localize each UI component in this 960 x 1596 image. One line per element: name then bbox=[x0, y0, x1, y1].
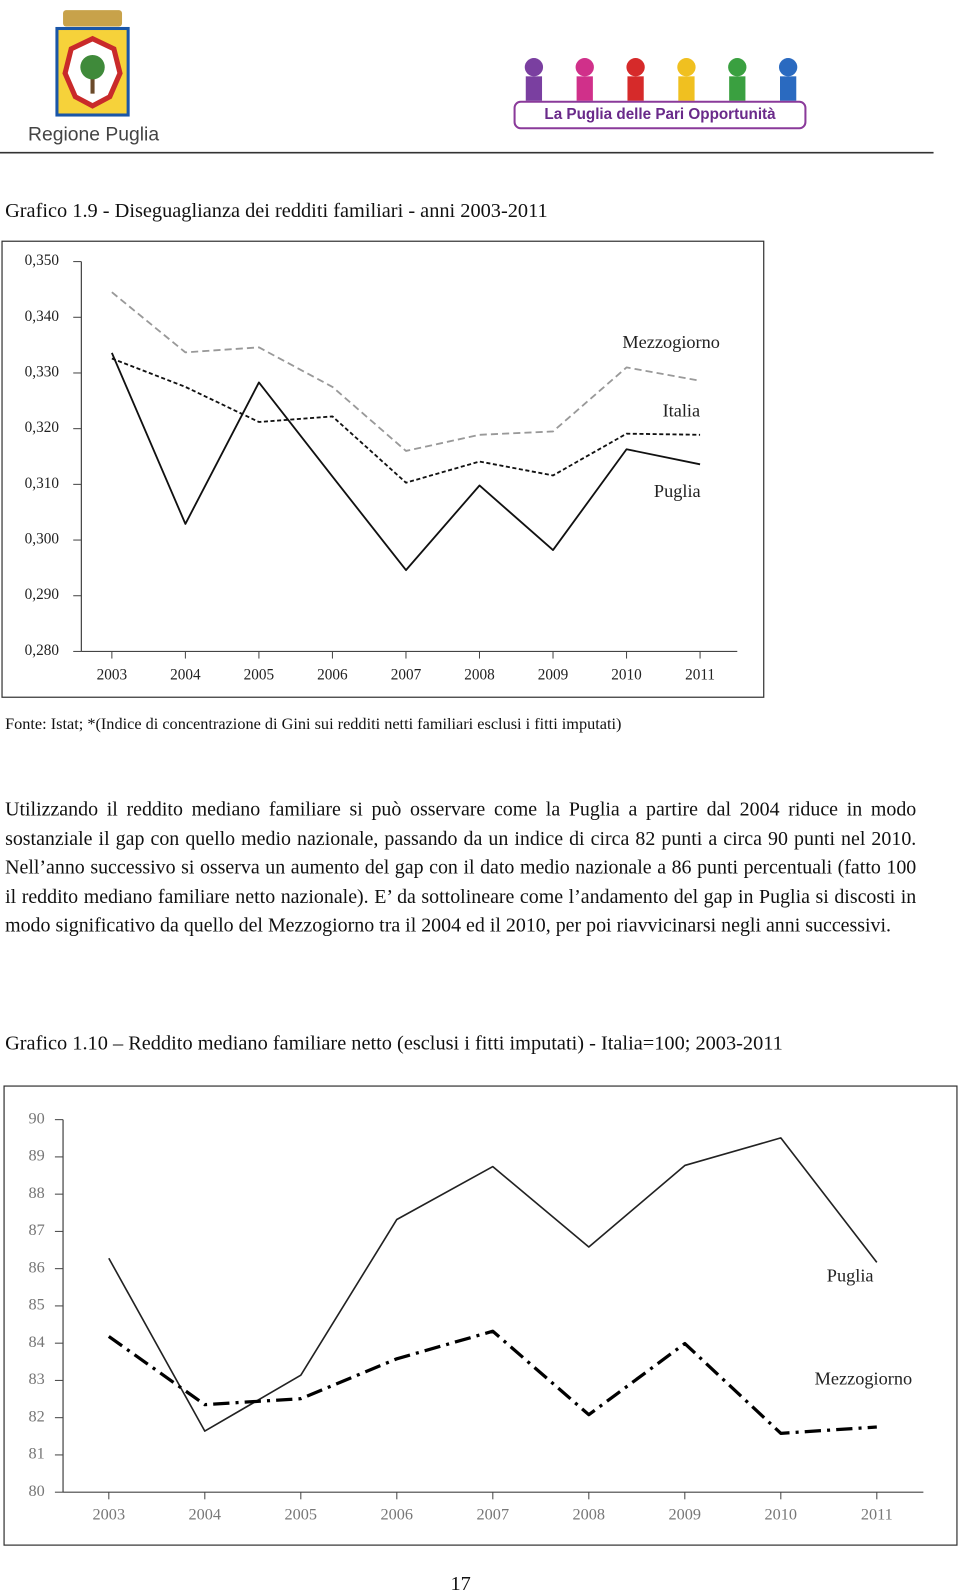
chart-frame bbox=[1, 240, 765, 698]
x-tick-label: 2006 bbox=[317, 666, 348, 683]
y-tick-label: 88 bbox=[28, 1184, 44, 1202]
x-tick-label: 2006 bbox=[381, 1505, 414, 1523]
x-tick-label: 2010 bbox=[611, 666, 642, 683]
x-tick-label: 2010 bbox=[765, 1505, 798, 1523]
y-tick-label: 80 bbox=[28, 1482, 44, 1500]
y-tick-label: 83 bbox=[28, 1370, 44, 1388]
logo-right: La Puglia delle Pari Opportunità bbox=[513, 58, 807, 130]
y-tick-label: 86 bbox=[28, 1258, 44, 1276]
x-tick-label: 2009 bbox=[669, 1505, 702, 1523]
x-tick-label: 2011 bbox=[685, 666, 715, 683]
x-tick-label: 2005 bbox=[285, 1505, 318, 1523]
logo-left-text: Regione Puglia bbox=[28, 124, 159, 145]
y-tick-label: 0,330 bbox=[25, 363, 60, 380]
x-tick-label: 2004 bbox=[170, 666, 201, 683]
x-tick-label: 2003 bbox=[93, 1505, 126, 1523]
x-tick-label: 2009 bbox=[538, 666, 568, 683]
y-tick-label: 82 bbox=[28, 1407, 44, 1425]
series-label: Mezzogiorno bbox=[815, 1368, 913, 1388]
chart: 0,280 0,290 0,300 0,310 0,320 0,330 0,340 0,350… bbox=[1, 240, 765, 698]
x-tick-label: 2005 bbox=[244, 666, 275, 683]
series-label: Italia bbox=[663, 400, 701, 420]
series-line bbox=[108, 1137, 878, 1432]
y-tick-label: 0,290 bbox=[25, 586, 60, 603]
y-tick-label: 0,340 bbox=[25, 308, 60, 325]
series-line bbox=[111, 357, 701, 484]
header: Regione Puglia La Puglia delle Pari Oppo… bbox=[0, 10, 934, 154]
y-tick-label: 84 bbox=[28, 1333, 44, 1351]
caption: Grafico 1.10 – Reddito mediano familiare… bbox=[5, 1032, 783, 1055]
series-line bbox=[111, 352, 701, 572]
x-tick-label: 2011 bbox=[861, 1505, 893, 1523]
logo-right-text: La Puglia delle Pari Opportunità bbox=[544, 106, 776, 123]
x-tick-label: 2008 bbox=[573, 1505, 606, 1523]
series-label: Puglia bbox=[654, 481, 701, 501]
y-tick-label: 0,280 bbox=[25, 642, 60, 659]
caption: Grafico 1.9 - Diseguaglianza dei redditi… bbox=[5, 199, 548, 222]
y-tick-label: 0,320 bbox=[25, 419, 60, 436]
source-note: Fonte: Istat; *(Indice di concentrazione… bbox=[5, 715, 622, 733]
chart: 80 81 82 83 84 85 86 87 88 89 90 2003 2004 2005 2006 20… bbox=[3, 1085, 958, 1546]
x-tick-label: 2007 bbox=[391, 666, 422, 683]
y-tick-label: 0,350 bbox=[25, 252, 60, 269]
series-line bbox=[107, 1329, 877, 1435]
x-tick-label: 2008 bbox=[464, 666, 495, 683]
series-label: Mezzogiorno bbox=[622, 332, 720, 352]
y-tick-label: 90 bbox=[28, 1109, 44, 1127]
logo-left: Regione Puglia bbox=[28, 10, 159, 145]
series-label: Puglia bbox=[827, 1266, 874, 1286]
y-tick-label: 87 bbox=[28, 1221, 44, 1239]
y-tick-label: 0,310 bbox=[25, 475, 60, 492]
page-number: 17 bbox=[450, 1572, 471, 1595]
chart-frame bbox=[3, 1085, 958, 1546]
x-tick-label: 2007 bbox=[477, 1505, 510, 1523]
x-tick-label: 2003 bbox=[97, 666, 128, 683]
y-tick-label: 0,300 bbox=[25, 531, 60, 548]
paragraph: Utilizzando il reddito mediano familiare… bbox=[5, 799, 917, 937]
y-tick-label: 85 bbox=[28, 1296, 44, 1314]
x-tick-label: 2004 bbox=[189, 1505, 222, 1523]
series-line bbox=[111, 291, 701, 452]
y-tick-label: 81 bbox=[28, 1445, 44, 1463]
y-tick-label: 89 bbox=[28, 1147, 44, 1165]
